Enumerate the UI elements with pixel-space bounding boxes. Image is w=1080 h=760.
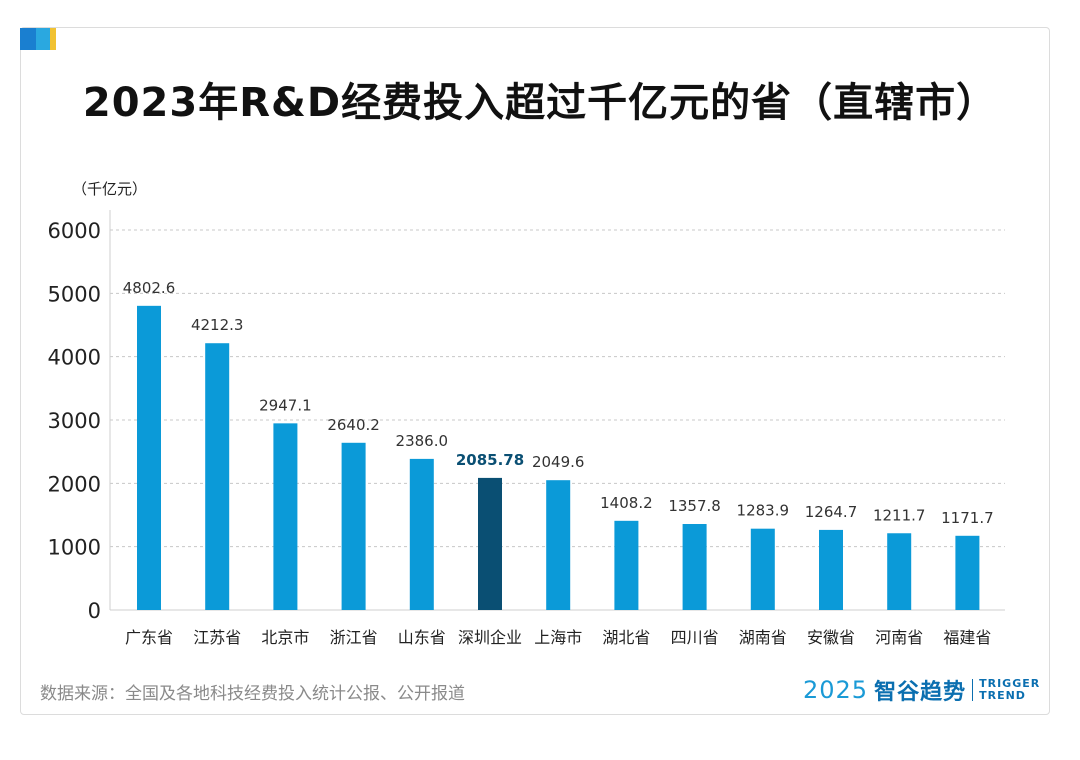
data-label: 2640.2 bbox=[327, 416, 380, 434]
x-tick-label: 福建省 bbox=[943, 628, 991, 647]
data-label: 1264.7 bbox=[805, 503, 858, 521]
bar-11 bbox=[887, 533, 912, 610]
bar-1 bbox=[205, 343, 230, 610]
x-tick-label: 广东省 bbox=[125, 628, 173, 647]
brand-logo: 2025 智谷趋势 TRIGGER TREND bbox=[803, 676, 1040, 705]
data-label: 1357.8 bbox=[668, 497, 721, 515]
logo-name: 智谷趋势 bbox=[874, 680, 967, 705]
y-tick-label: 2000 bbox=[48, 472, 101, 496]
data-label: 2049.6 bbox=[532, 453, 585, 471]
bar-7 bbox=[614, 520, 639, 610]
x-tick-label: 四川省 bbox=[671, 628, 719, 647]
x-tick-label: 江苏省 bbox=[193, 628, 241, 647]
y-tick-label: 6000 bbox=[48, 219, 101, 243]
accent-bar-light bbox=[36, 28, 50, 50]
data-label: 1211.7 bbox=[873, 506, 926, 524]
y-tick-label: 4000 bbox=[48, 346, 101, 370]
data-label: 4212.3 bbox=[191, 316, 244, 334]
x-tick-label: 湖北省 bbox=[602, 628, 650, 647]
bar-4 bbox=[409, 458, 434, 610]
bar-0 bbox=[137, 305, 161, 610]
x-tick-label: 安徽省 bbox=[807, 628, 855, 647]
data-label: 1171.7 bbox=[941, 509, 994, 527]
data-label: 1408.2 bbox=[600, 494, 653, 512]
data-label: 2386.0 bbox=[396, 432, 449, 450]
x-tick-label: 浙江省 bbox=[330, 628, 378, 647]
source-note: 数据来源：全国及各地科技经费投入统计公报、公开报道 bbox=[40, 684, 465, 704]
data-label: 2947.1 bbox=[259, 396, 312, 414]
bar-8 bbox=[682, 524, 707, 610]
x-tick-label: 北京市 bbox=[261, 628, 309, 647]
data-label: 1283.9 bbox=[737, 502, 790, 520]
y-tick-label: 3000 bbox=[48, 409, 101, 433]
x-tick-label: 湖南省 bbox=[739, 628, 787, 647]
logo-english: TRIGGER TREND bbox=[979, 678, 1040, 702]
logo-divider bbox=[972, 679, 974, 701]
x-tick-label: 深圳企业 bbox=[458, 628, 522, 647]
logo-year: 2025 bbox=[803, 676, 869, 704]
chart-title: 2023年R&D经费投入超过千亿元的省（直辖市） bbox=[82, 80, 998, 126]
x-tick-label: 山东省 bbox=[398, 628, 446, 647]
bar-12 bbox=[955, 535, 980, 610]
bar-2 bbox=[273, 423, 298, 610]
bar-3 bbox=[341, 442, 366, 610]
bar-5 bbox=[478, 477, 502, 610]
accent-bar-yellow bbox=[50, 28, 56, 50]
bar-10 bbox=[819, 529, 843, 610]
y-axis-unit-label: （千亿元） bbox=[72, 180, 148, 198]
chart-card bbox=[20, 27, 1050, 715]
x-tick-label: 上海市 bbox=[534, 628, 582, 647]
y-tick-label: 0 bbox=[88, 599, 101, 623]
logo-english-line2: TREND bbox=[979, 689, 1026, 702]
y-tick-label: 1000 bbox=[48, 536, 101, 560]
logo-english-line1: TRIGGER bbox=[979, 677, 1041, 690]
data-label: 4802.6 bbox=[123, 279, 176, 297]
data-label: 2085.78 bbox=[456, 451, 524, 469]
y-tick-label: 5000 bbox=[48, 282, 101, 306]
accent-bar-blue bbox=[20, 28, 36, 50]
bar-6 bbox=[546, 480, 571, 610]
bar-9 bbox=[750, 528, 775, 610]
x-tick-label: 河南省 bbox=[875, 628, 923, 647]
